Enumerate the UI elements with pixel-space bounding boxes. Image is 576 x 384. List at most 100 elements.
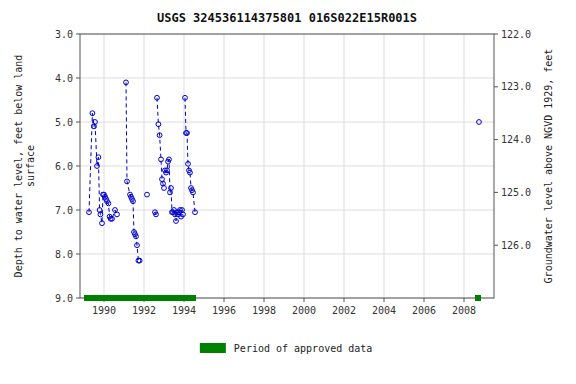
x-tick-label: 2008 [452, 305, 476, 316]
y-tick-label: 9.0 [55, 293, 73, 304]
point [100, 221, 105, 226]
point [184, 131, 189, 136]
approved-period [475, 295, 481, 301]
y-tick-label: 6.0 [55, 161, 73, 172]
point [93, 120, 98, 125]
series [124, 80, 142, 263]
x-tick [464, 298, 465, 302]
point [193, 210, 198, 215]
title: USGS 324536114375801 016S022E15R001S [157, 11, 417, 25]
x-tick [424, 298, 425, 302]
point [185, 131, 190, 136]
legend-swatch [200, 343, 226, 353]
y2-tick [494, 139, 498, 140]
point [145, 192, 150, 197]
y2-tick-label: 122.0 [501, 29, 531, 40]
x-tick [344, 298, 345, 302]
x-tick [224, 298, 225, 302]
y2-tick [494, 192, 498, 193]
point [159, 157, 164, 162]
x-tick-label: 2000 [292, 305, 316, 316]
y-tick [76, 298, 80, 299]
background [0, 0, 576, 384]
series-line [126, 82, 140, 260]
series [145, 192, 150, 197]
point [95, 164, 100, 169]
y2-tick [494, 86, 498, 87]
point [477, 120, 482, 125]
point [110, 216, 115, 221]
y-grid-line [80, 122, 494, 123]
point [87, 210, 92, 215]
point [167, 157, 172, 162]
point [135, 243, 140, 248]
x-tick-label: 2006 [412, 305, 436, 316]
y-tick [76, 34, 80, 35]
point [137, 258, 142, 263]
point [134, 234, 139, 239]
point [154, 212, 159, 217]
y-grid-line [80, 166, 494, 167]
y2-tick-label: 126.0 [501, 240, 531, 251]
y2-tick-label: 125.0 [501, 187, 531, 198]
x-tick-label: 1996 [212, 305, 236, 316]
y-tick-label: 3.0 [55, 29, 73, 40]
y-tick [76, 166, 80, 167]
y-tick [76, 78, 80, 79]
y-tick [76, 254, 80, 255]
point [96, 155, 101, 160]
series [87, 111, 120, 226]
chart: 1990199219941996199820002002200420062008… [0, 0, 576, 384]
y2-tick-label: 123.0 [501, 81, 531, 92]
series [183, 95, 198, 214]
point [115, 212, 120, 217]
approved-period [84, 295, 196, 301]
point [155, 95, 160, 100]
point [90, 111, 95, 116]
series [155, 95, 167, 190]
plot-frame [80, 34, 494, 298]
point [125, 179, 130, 184]
point [186, 161, 191, 166]
y-tick [76, 122, 80, 123]
point [188, 170, 193, 175]
point [162, 186, 167, 191]
y-grid-line [80, 210, 494, 211]
point [98, 212, 103, 217]
legend: Period of approved data [200, 343, 372, 354]
x-tick [304, 298, 305, 302]
y-grid-line [80, 78, 494, 79]
series [477, 120, 482, 125]
data [87, 80, 482, 263]
x-tick [264, 298, 265, 302]
y2-axis-label: Groundwater level above NGVD 1929, feet [543, 49, 554, 284]
y-axis-label: Depth to water level, feet below landsur… [13, 55, 36, 278]
series-line [157, 98, 164, 188]
y-tick [76, 210, 80, 211]
y-axis-label-line: surface [25, 145, 36, 187]
point [124, 80, 129, 85]
y2-tick [494, 34, 498, 35]
x-tick-label: 1992 [132, 305, 156, 316]
series [163, 157, 186, 223]
y-tick-label: 8.0 [55, 249, 73, 260]
series-line [185, 98, 195, 212]
x-tick [384, 298, 385, 302]
y-grid-line [80, 254, 494, 255]
point [156, 122, 161, 127]
point [181, 212, 186, 217]
x-tick-label: 2004 [372, 305, 396, 316]
series [153, 210, 159, 217]
point [169, 186, 174, 191]
point [191, 190, 196, 195]
point [106, 201, 111, 206]
y-axis-label-line: Depth to water level, feet below land [13, 55, 24, 278]
point [131, 199, 136, 204]
point [165, 168, 170, 173]
legend-label: Period of approved data [234, 343, 372, 354]
x-tick-label: 1990 [92, 305, 116, 316]
y2-tick-label: 124.0 [501, 134, 531, 145]
y-tick-label: 4.0 [55, 73, 73, 84]
y-tick-label: 7.0 [55, 205, 73, 216]
x-tick-label: 2002 [332, 305, 356, 316]
